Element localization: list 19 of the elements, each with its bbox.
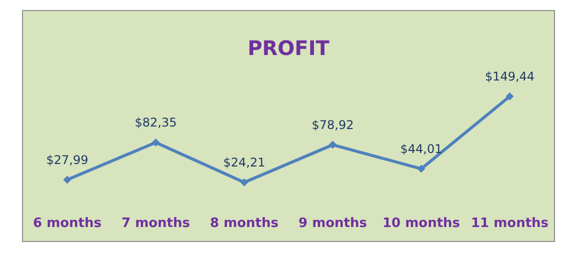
point <box>506 92 514 100</box>
point <box>328 140 337 149</box>
data-label: $82,35 <box>134 115 177 130</box>
x-tick-label: 7 months <box>121 216 190 231</box>
data-label: $44,01 <box>400 142 442 156</box>
chart-title: PROFIT <box>248 36 330 60</box>
data-label: $78,92 <box>312 118 354 132</box>
x-tick-label: 11 months <box>470 216 549 231</box>
data-label: $27,99 <box>46 152 88 167</box>
data-label: $24,21 <box>223 155 266 170</box>
x-tick-label: 8 months <box>210 216 279 231</box>
x-tick-label: 10 months <box>382 216 460 231</box>
point <box>152 138 160 146</box>
x-tick-label: 9 months <box>298 216 368 231</box>
point <box>240 178 248 186</box>
point <box>63 176 72 184</box>
x-tick-label: 6 months <box>32 216 102 231</box>
data-label: $149,44 <box>484 69 535 84</box>
point <box>417 164 426 173</box>
